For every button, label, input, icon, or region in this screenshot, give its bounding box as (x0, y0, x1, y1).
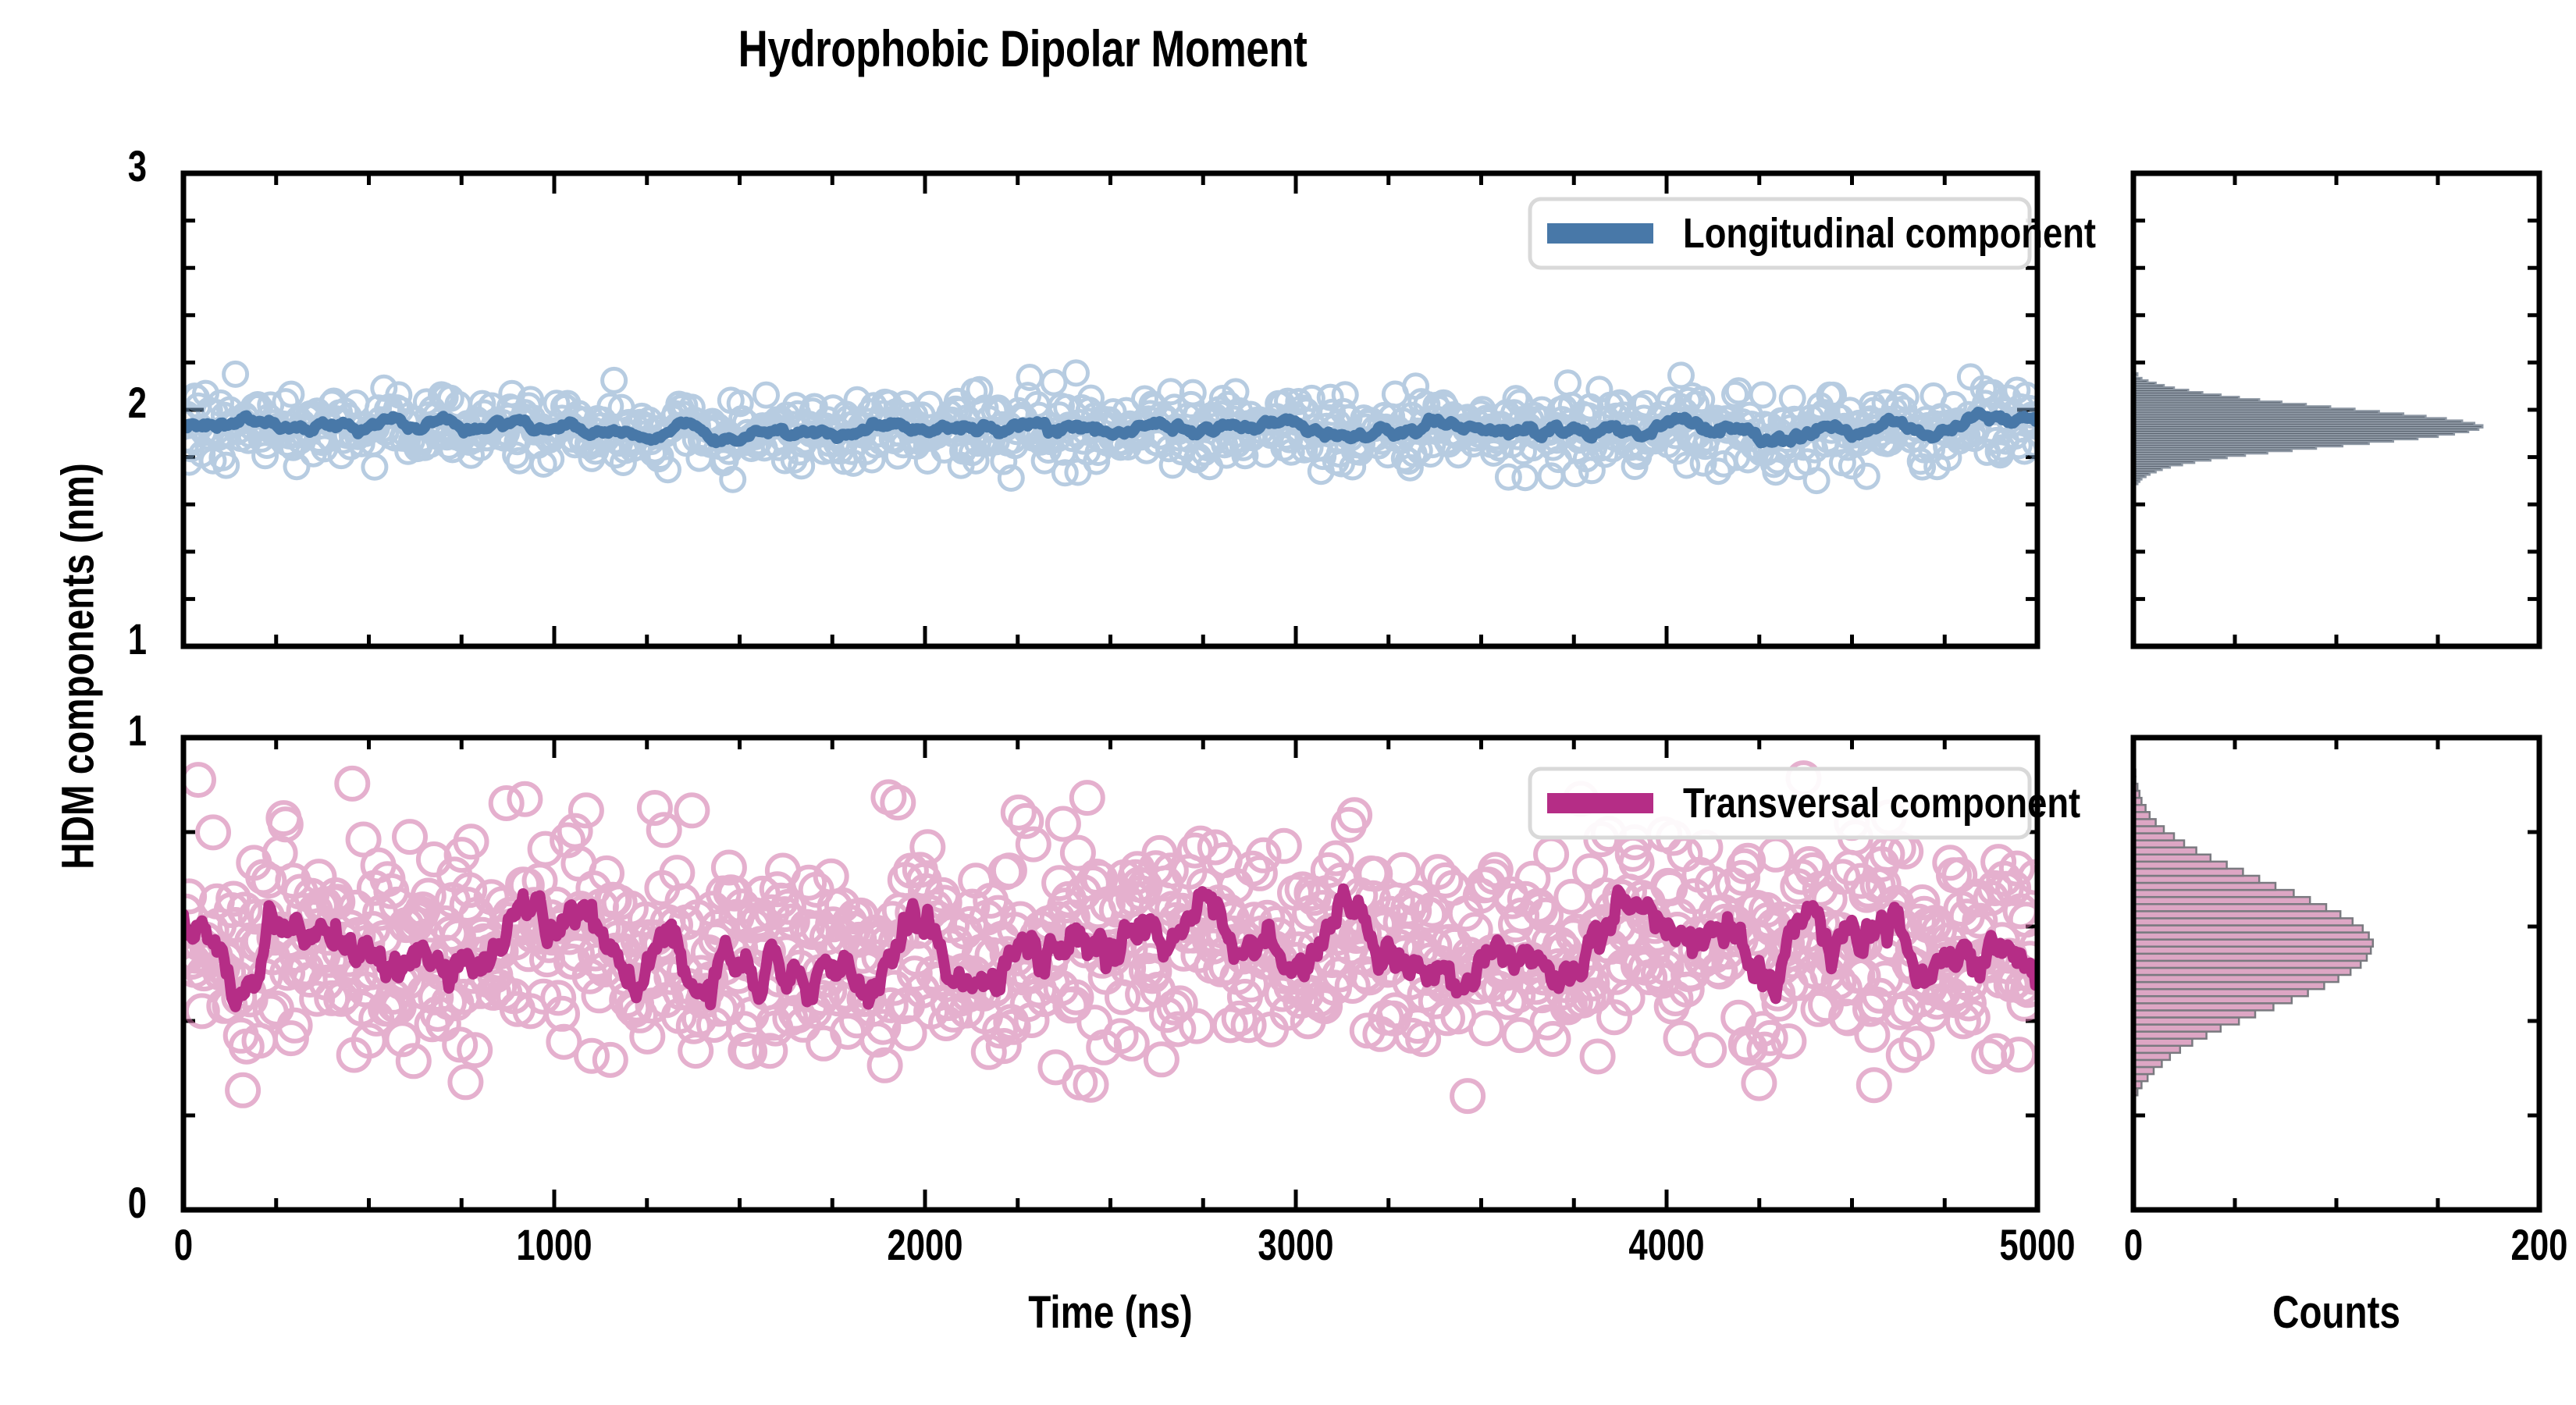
histogram-bar (2133, 959, 2362, 969)
running-mean-line (183, 407, 2037, 449)
histogram-bar (2133, 987, 2309, 998)
y-top-tick-label-2: 2 (127, 378, 147, 427)
y-bottom-tick-label-1: 1 (127, 706, 147, 755)
histogram-bar (2133, 1030, 2208, 1040)
y-bottom-tick-label-0: 0 (127, 1178, 147, 1227)
histogram-group (2133, 372, 2484, 486)
histogram-bar (2133, 917, 2354, 927)
histogram-bar (2133, 1037, 2194, 1048)
histogram-bar (2133, 846, 2197, 855)
histogram-bar (2133, 924, 2364, 934)
y-top-tick-label-3: 3 (127, 141, 147, 190)
histogram-bar (2133, 1002, 2275, 1012)
series-group (183, 760, 2037, 1115)
histogram-bar (2133, 1023, 2222, 1033)
x-tick-label-2000: 2000 (887, 1220, 963, 1269)
histogram-bar (2133, 1051, 2172, 1062)
y-axis-label: HDM components (nm) (52, 463, 104, 870)
histogram-bar (2133, 994, 2293, 1005)
histogram-bar (2133, 1065, 2155, 1076)
panel-frame-bottom-timeseries-overlay (180, 735, 2041, 1213)
legend-box (1528, 197, 2032, 270)
histogram-bar (2133, 903, 2328, 912)
x-tick-label-4000: 4000 (1628, 1220, 1705, 1269)
series-group (183, 359, 2037, 495)
x-tick-label-1000: 1000 (516, 1220, 592, 1269)
x-axis-label-time: Time (ns) (1028, 1287, 1193, 1338)
histogram-bar (2133, 874, 2261, 884)
histogram-bar (2133, 1009, 2257, 1019)
histogram-bar (2133, 895, 2311, 905)
histogram-bar (2133, 867, 2244, 877)
legend-label: Longitudinal component (1683, 209, 2096, 257)
panel-frame-top-histogram-overlay (2130, 170, 2542, 649)
legend-top[interactable]: Longitudinal component (1528, 197, 2096, 270)
histogram-bar (2133, 881, 2277, 891)
histogram-bar (2133, 980, 2325, 991)
hist-x-tick-label-0: 0 (2123, 1220, 2144, 1269)
x-axis-label-counts: Counts (2272, 1287, 2400, 1338)
histogram-bar (2133, 839, 2186, 848)
x-tick-label-3000: 3000 (1258, 1220, 1334, 1269)
panel-frame-top-timeseries-overlay (180, 170, 2041, 649)
histogram-bar (2133, 888, 2295, 898)
histogram-bar (2133, 938, 2375, 948)
x-tick-label-5000: 5000 (1999, 1220, 2076, 1269)
histogram-bar (2133, 818, 2157, 827)
x-tick-label-0: 0 (173, 1220, 194, 1269)
histogram-bar (2133, 860, 2228, 870)
histogram-bar (2133, 832, 2176, 841)
histogram-bar (2133, 825, 2165, 834)
hist-x-tick-label-200: 200 (2510, 1220, 2568, 1269)
histogram-bar (2133, 1058, 2163, 1069)
running-mean-line (183, 883, 2037, 1012)
histogram-bar (2133, 952, 2368, 962)
histogram-bar (2133, 1044, 2182, 1055)
histogram-bar (2133, 973, 2339, 984)
y-top-tick-label-1: 1 (127, 614, 147, 663)
histogram-bar (2133, 376, 2143, 382)
histogram-bar (2133, 945, 2372, 955)
legend-bottom[interactable]: Transversal component (1528, 767, 2080, 840)
histogram-bar (2133, 1016, 2240, 1026)
legend-box (1528, 767, 2032, 840)
figure-title: Hydrophobic Dipolar Moment (738, 20, 1308, 77)
panel-frame-bottom-histogram-overlay (2130, 735, 2542, 1213)
histogram-bar (2133, 910, 2342, 919)
histogram-bar (2133, 966, 2352, 976)
legend-label: Transversal component (1683, 779, 2080, 827)
histogram-bar (2133, 931, 2370, 941)
histogram-group (2133, 768, 2375, 1097)
histogram-bar (2133, 853, 2212, 863)
